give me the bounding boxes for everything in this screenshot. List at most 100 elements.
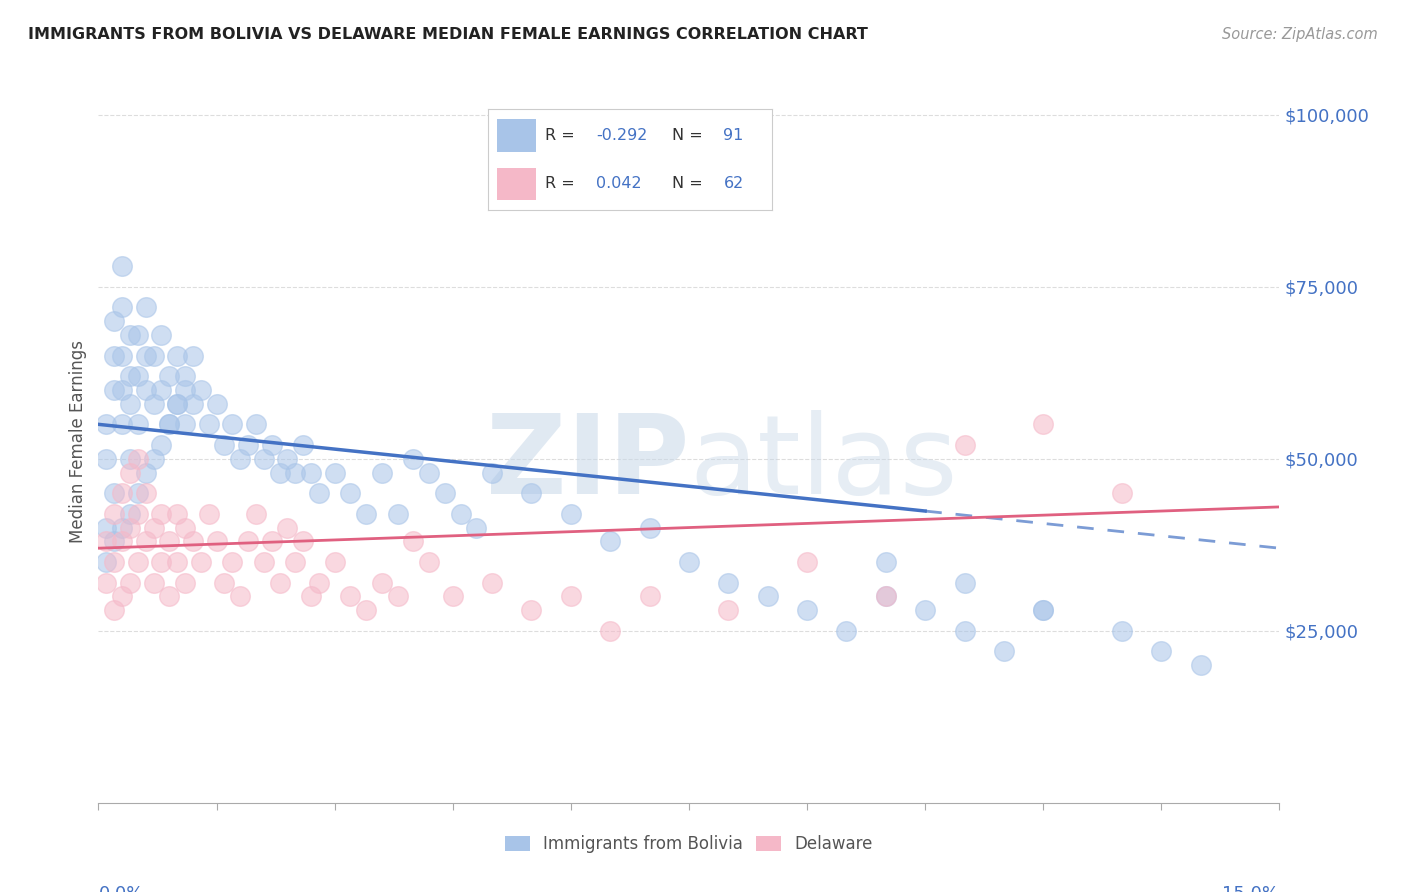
Point [953,438,976,452]
Point [276,451,298,466]
Point [796,603,818,617]
Point [135,383,157,397]
Point [96,520,118,534]
Point [276,520,298,534]
Point [118,575,141,590]
Point [236,438,259,452]
Point [111,383,134,397]
Point [221,417,243,432]
Point [135,486,157,500]
Point [599,624,621,638]
Point [520,603,543,617]
Point [229,590,252,604]
Point [135,466,157,480]
Point [174,520,197,534]
Point [993,644,1015,658]
Point [835,624,858,638]
Point [118,451,141,466]
Point [1032,603,1054,617]
Point [756,590,779,604]
Point [197,417,219,432]
Point [638,590,661,604]
Point [111,534,134,549]
Point [174,383,197,397]
Point [520,486,543,500]
Point [1032,603,1054,617]
Point [560,590,582,604]
Point [111,301,134,315]
Point [796,555,818,569]
Point [127,327,149,342]
Point [166,397,188,411]
Point [166,397,188,411]
Point [118,466,141,480]
Point [214,438,236,452]
Point [245,507,267,521]
Point [1111,486,1133,500]
Point [135,534,157,549]
Point [402,451,425,466]
Point [135,301,157,315]
Point [103,534,125,549]
Point [96,555,118,569]
Point [181,397,204,411]
Point [308,575,330,590]
Point [127,451,149,466]
Point [118,327,141,342]
Point [111,520,134,534]
Point [157,417,180,432]
Point [875,590,897,604]
Point [292,534,315,549]
Point [166,555,188,569]
Point [150,507,173,521]
Point [560,507,582,521]
Point [103,314,125,328]
Point [197,507,219,521]
Point [118,507,141,521]
Point [127,507,149,521]
Point [284,555,307,569]
Text: atlas: atlas [689,409,957,516]
Text: IMMIGRANTS FROM BOLIVIA VS DELAWARE MEDIAN FEMALE EARNINGS CORRELATION CHART: IMMIGRANTS FROM BOLIVIA VS DELAWARE MEDI… [28,27,868,42]
Point [181,349,204,363]
Point [284,466,307,480]
Point [111,349,134,363]
Text: Source: ZipAtlas.com: Source: ZipAtlas.com [1222,27,1378,42]
Point [150,327,173,342]
Point [481,466,503,480]
Point [638,520,661,534]
Point [418,466,440,480]
Text: ZIP: ZIP [485,409,689,516]
Point [205,397,228,411]
Point [717,603,740,617]
Point [450,507,472,521]
Point [354,507,377,521]
Point [214,575,236,590]
Point [181,534,204,549]
Point [190,555,212,569]
Point [142,397,165,411]
Point [103,383,125,397]
Point [157,534,180,549]
Point [1150,644,1173,658]
Point [481,575,503,590]
Point [142,349,165,363]
Point [174,369,197,384]
Point [118,520,141,534]
Point [269,466,291,480]
Point [127,555,149,569]
Point [323,555,346,569]
Point [205,534,228,549]
Point [953,624,976,638]
Point [157,369,180,384]
Point [1111,624,1133,638]
Point [127,369,149,384]
Point [299,590,322,604]
Point [150,438,173,452]
Point [103,507,125,521]
Point [433,486,456,500]
Point [339,590,361,604]
Point [96,575,118,590]
Point [371,575,394,590]
Point [875,590,897,604]
